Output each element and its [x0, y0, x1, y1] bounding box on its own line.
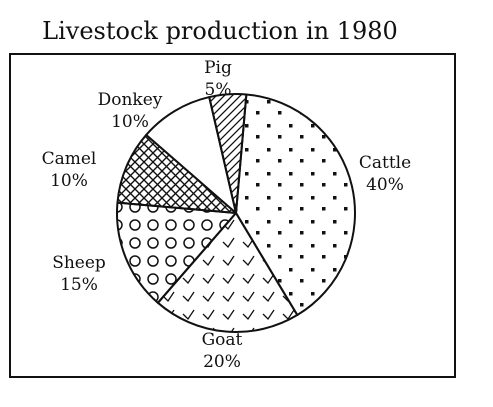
slice-label-cattle: Cattle 40%	[359, 153, 411, 195]
slice-label-camel: Camel 10%	[42, 149, 97, 191]
slice-label-sheep: Sheep 15%	[52, 253, 106, 295]
slice-label-goat: Goat 20%	[202, 330, 243, 372]
pie-slice-camel	[116, 133, 237, 214]
chart-title: Livestock production in 1980	[42, 17, 398, 45]
pie-slice-donkey	[145, 96, 237, 214]
pie-slices	[116, 93, 356, 333]
pie-slice-sheep	[116, 201, 237, 304]
slice-label-pig: Pig 5%	[204, 58, 232, 100]
pie-slice-cattle	[235, 93, 356, 316]
pie-labels: Cattle 40% Goat 20% Sheep 15% Camel 10%Donkey 10…	[42, 58, 412, 372]
slice-label-donkey: Donkey 10%	[98, 90, 163, 132]
pie-slice-goat	[156, 212, 299, 333]
pie-slice-pig	[208, 93, 248, 214]
chart-frame	[9, 53, 456, 378]
